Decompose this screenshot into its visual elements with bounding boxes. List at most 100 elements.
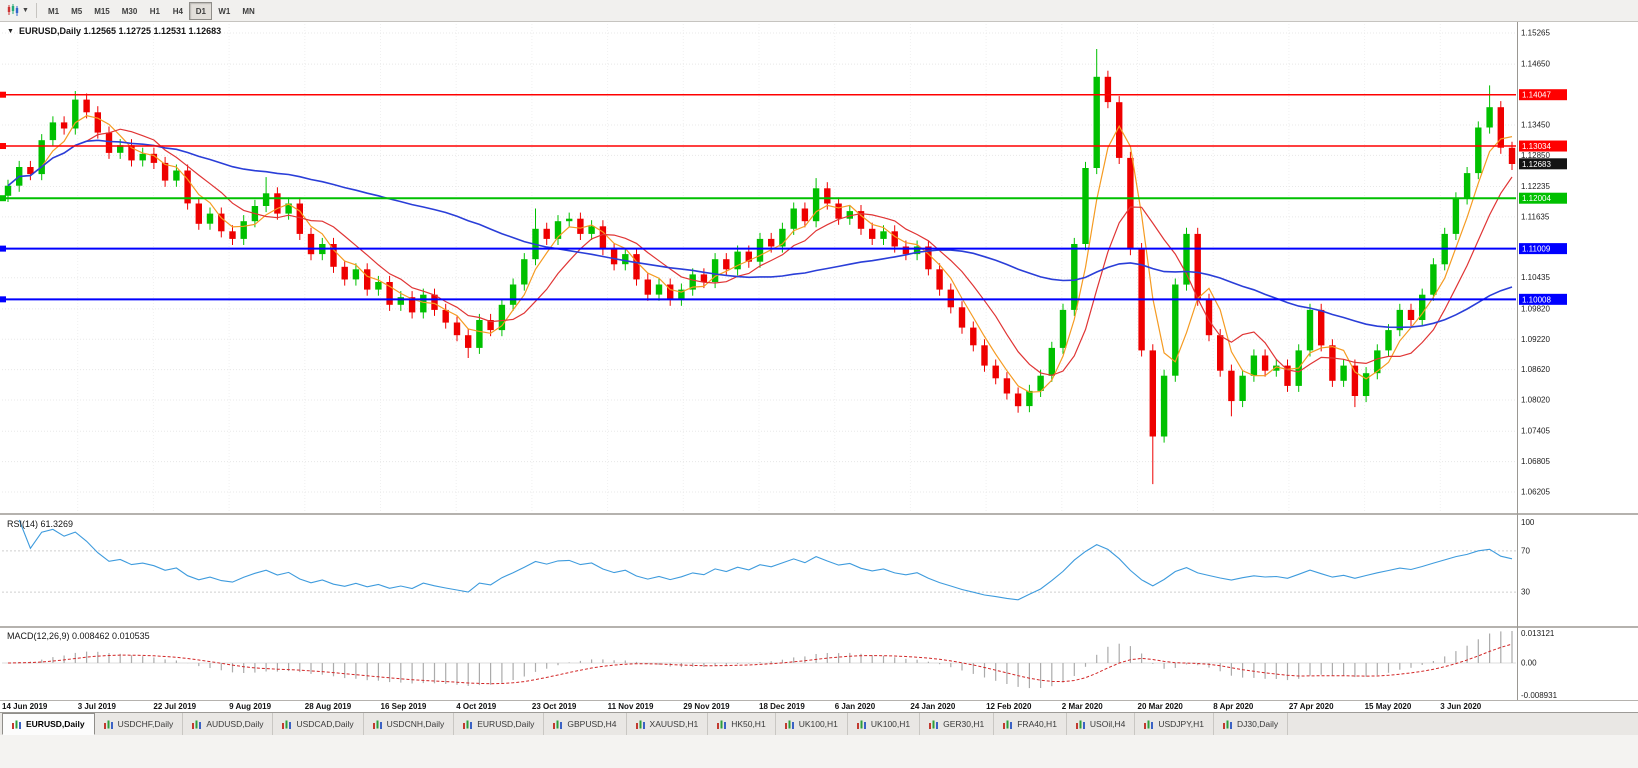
price-tag[interactable]: 1.14047 <box>1519 89 1567 101</box>
price-chart-canvas[interactable]: 1.15265 1.14650 1.13450 1.12850 1.12235 1.116… <box>0 22 1638 712</box>
hline-anchor[interactable] <box>0 195 6 202</box>
chart-tab-label: HK50,H1 <box>731 719 766 729</box>
charts-toolbar-icon[interactable] <box>4 2 22 20</box>
chart-tab-label: EURUSD,Daily <box>477 719 535 729</box>
svg-text:1.07405: 1.07405 <box>1521 427 1550 436</box>
mini-candles-glyph <box>7 4 18 16</box>
chart-tab-audusd-daily[interactable]: AUDUSD,Daily <box>183 713 274 735</box>
hline-anchor[interactable] <box>0 91 6 98</box>
svg-text:8 Apr 2020: 8 Apr 2020 <box>1213 702 1254 711</box>
chart-tab-label: USDCHF,Daily <box>117 719 174 729</box>
svg-text:22 Jul 2019: 22 Jul 2019 <box>153 702 196 711</box>
svg-text:1.10435: 1.10435 <box>1521 273 1550 282</box>
svg-text:1.15265: 1.15265 <box>1521 29 1550 38</box>
chart-tab-xauusd-h1[interactable]: XAUUSD,H1 <box>626 713 709 735</box>
ma-line-4 <box>7 115 1513 393</box>
chart-tab-usoil-h4[interactable]: USOil,H4 <box>1066 713 1136 735</box>
chart-tab-dj30-daily[interactable]: DJ30,Daily <box>1214 713 1289 735</box>
timeframe-m5[interactable]: M5 <box>65 2 88 20</box>
timeframe-w1[interactable]: W1 <box>212 2 236 20</box>
mini-chart-icon <box>282 720 292 729</box>
svg-text:3 Jun 2020: 3 Jun 2020 <box>1440 702 1481 711</box>
svg-text:1.10008: 1.10008 <box>1522 295 1551 304</box>
svg-text:3 Jul 2019: 3 Jul 2019 <box>78 702 117 711</box>
svg-text:1.12235: 1.12235 <box>1521 182 1550 191</box>
chart-tab-fra40-h1[interactable]: FRA40,H1 <box>994 713 1067 735</box>
chart-background <box>0 22 1638 712</box>
chart-tab-label: FRA40,H1 <box>1017 719 1057 729</box>
chart-tab-usdchf-daily[interactable]: USDCHF,Daily <box>94 713 184 735</box>
chart-tab-label: GER30,H1 <box>943 719 985 729</box>
hline-anchor[interactable] <box>0 296 6 303</box>
dropdown-caret-icon[interactable]: ▼ <box>22 7 29 14</box>
chart-tab-usdjpy-h1[interactable]: USDJPY,H1 <box>1135 713 1215 735</box>
mini-chart-icon <box>1003 720 1013 729</box>
svg-text:28 Aug 2019: 28 Aug 2019 <box>305 702 352 711</box>
chart-tab-label: UK100,H1 <box>870 719 911 729</box>
mini-chart-icon <box>1144 720 1154 729</box>
timeframe-h4[interactable]: H4 <box>166 2 189 20</box>
svg-text:9 Aug 2019: 9 Aug 2019 <box>229 702 271 711</box>
svg-text:2 Mar 2020: 2 Mar 2020 <box>1062 702 1103 711</box>
ma-line-40 <box>7 139 1513 329</box>
time-axis[interactable]: 14 Jun 2019 3 Jul 2019 22 Jul 2019 9 Aug 20… <box>2 702 1482 711</box>
svg-text:-0.008931: -0.008931 <box>1521 691 1558 700</box>
svg-text:1.09820: 1.09820 <box>1521 304 1550 313</box>
hline-anchor[interactable] <box>0 143 6 150</box>
svg-text:30: 30 <box>1521 588 1530 597</box>
price-tag[interactable]: 1.12683 <box>1519 158 1567 170</box>
chart-tab-label: DJ30,Daily <box>1237 719 1279 729</box>
mini-chart-icon <box>103 720 114 729</box>
price-axis[interactable]: 1.15265 1.14650 1.13450 1.12850 1.12235 1.116… <box>1521 29 1550 497</box>
svg-text:1.12004: 1.12004 <box>1522 194 1551 203</box>
price-tag[interactable]: 1.13034 <box>1519 140 1567 152</box>
svg-text:1.12683: 1.12683 <box>1522 160 1551 169</box>
price-tag[interactable]: 1.10008 <box>1519 293 1567 305</box>
chart-tab-eurusd-daily[interactable]: EURUSD,Daily <box>454 713 545 735</box>
chart-tab-bar: EURUSD,Daily USDCHF,Daily AUDUSD,Daily USDC… <box>0 712 1638 735</box>
chart-tab-label: GBPUSD,H4 <box>567 719 617 729</box>
chart-tab-usdcad-daily[interactable]: USDCAD,Daily <box>273 713 364 735</box>
mini-chart-icon <box>856 720 867 729</box>
svg-text:6 Jan 2020: 6 Jan 2020 <box>835 702 876 711</box>
svg-text:20 Mar 2020: 20 Mar 2020 <box>1138 702 1184 711</box>
bottom-strip <box>0 735 1638 768</box>
chart-tab-label: USDCNH,Daily <box>386 719 445 729</box>
chart-tab-usdcnh-daily[interactable]: USDCNH,Daily <box>363 713 455 735</box>
timeframe-mn[interactable]: MN <box>236 2 260 20</box>
mini-chart-icon <box>929 720 939 729</box>
timeframe-m1[interactable]: M1 <box>42 2 65 20</box>
price-tag[interactable]: 1.12004 <box>1519 192 1567 204</box>
mini-chart-icon <box>372 720 383 729</box>
timeframe-m15[interactable]: M15 <box>88 2 116 20</box>
svg-text:1.14047: 1.14047 <box>1522 91 1551 100</box>
timeframe-m30[interactable]: M30 <box>116 2 144 20</box>
svg-text:1.13450: 1.13450 <box>1521 120 1550 129</box>
chart-tab-label: XAUUSD,H1 <box>649 719 699 729</box>
chart-tab-eurusd-daily[interactable]: EURUSD,Daily <box>2 713 95 735</box>
svg-text:1.11635: 1.11635 <box>1521 212 1550 221</box>
svg-text:1.06805: 1.06805 <box>1521 457 1550 466</box>
panel-divider[interactable] <box>0 513 1638 515</box>
panel-divider[interactable] <box>0 626 1638 628</box>
timeframe-d1[interactable]: D1 <box>189 2 213 21</box>
chart-tab-label: USDJPY,H1 <box>1158 719 1205 729</box>
svg-text:70: 70 <box>1521 546 1530 555</box>
chart-tab-gbpusd-h4[interactable]: GBPUSD,H4 <box>544 713 627 735</box>
toolbar-separator <box>35 3 37 18</box>
chart-tab-uk100-h1[interactable]: UK100,H1 <box>847 713 921 735</box>
svg-text:1.08020: 1.08020 <box>1521 396 1550 405</box>
timeframe-h1[interactable]: H1 <box>143 2 166 20</box>
svg-text:1.12850: 1.12850 <box>1521 151 1550 160</box>
macd-signal-line <box>7 643 1513 685</box>
grid <box>2 24 1516 512</box>
svg-text:1.09220: 1.09220 <box>1521 335 1550 344</box>
chart-tab-label: AUDUSD,Daily <box>206 719 264 729</box>
hline-anchor[interactable] <box>0 245 6 252</box>
chart-tab-hk50-h1[interactable]: HK50,H1 <box>708 713 776 735</box>
price-tag[interactable]: 1.11009 <box>1519 243 1567 255</box>
chart-tab-ger30-h1[interactable]: GER30,H1 <box>920 713 995 735</box>
timeframe-toolbar: ▼ M1 M5 M15 M30 H1 H4 D1 W1 MN <box>0 0 1638 22</box>
chart-tab-uk100-h1[interactable]: UK100,H1 <box>775 713 848 735</box>
svg-text:4 Oct 2019: 4 Oct 2019 <box>456 702 497 711</box>
